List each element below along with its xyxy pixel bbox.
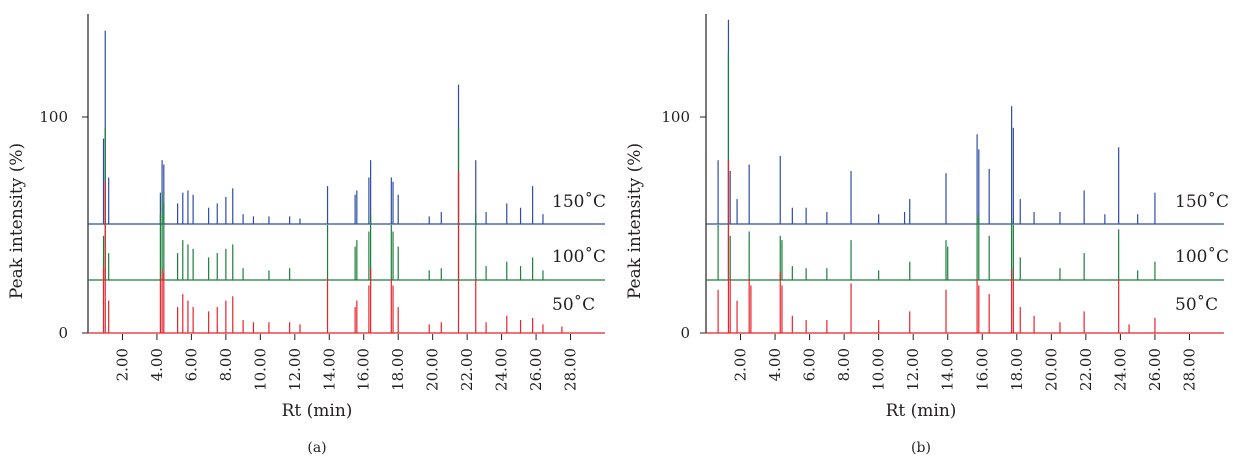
x-tick-label: 12.00: [286, 348, 304, 391]
x-tick-label: 20.00: [424, 348, 442, 391]
series-label: 100˚C: [1175, 247, 1229, 267]
x-tick-label: 10.00: [251, 348, 269, 391]
x-tick-label: 24.00: [1111, 348, 1129, 391]
chart-panel-b: 0 100 2.00 4.00 6.00 8.00 10.00 12.00 14.00 16.00…: [625, 14, 1229, 456]
y-tick-label: 100: [661, 108, 690, 126]
y-tick-label: 0: [680, 324, 690, 342]
x-tick-label: 6.00: [182, 348, 200, 381]
x-tick-label: 4.00: [766, 348, 784, 381]
x-tick-label: 18.00: [389, 348, 407, 391]
series-label: 100˚C: [552, 247, 606, 267]
x-tick-label: 24.00: [493, 348, 511, 391]
x-tick-label: 22.00: [458, 348, 476, 391]
x-tick-label: 16.00: [973, 348, 991, 391]
series-150c: 150˚C: [88, 30, 606, 225]
y-tick-label: 100: [39, 108, 68, 126]
x-axis-title: Rt (min): [886, 401, 957, 421]
series-label: 150˚C: [552, 192, 606, 212]
panel-label: (b): [911, 440, 931, 456]
series-50c: 50˚C: [706, 160, 1224, 334]
x-tick-label: 10.00: [870, 348, 888, 391]
x-tick-label: 28.00: [1180, 348, 1198, 391]
x-tick-label: 8.00: [217, 348, 235, 381]
x-tick-label: 20.00: [1042, 348, 1060, 391]
series-label: 50˚C: [552, 295, 595, 315]
series-label: 50˚C: [1175, 295, 1218, 315]
series-label: 150˚C: [1175, 192, 1229, 212]
x-tick-label: 14.00: [320, 348, 338, 391]
panel-label: (a): [307, 440, 326, 456]
x-tick-label: 22.00: [1077, 348, 1095, 391]
x-tick-label: 18.00: [1008, 348, 1026, 391]
x-axis-title: Rt (min): [282, 401, 353, 421]
x-tick-label: 26.00: [527, 348, 545, 391]
series-50c: 50˚C: [88, 171, 605, 334]
series-100c: 100˚C: [706, 52, 1229, 281]
x-tick-label: 6.00: [801, 348, 819, 381]
x-tick-label: 14.00: [939, 348, 957, 391]
series-100c: 100˚C: [88, 127, 606, 281]
x-tick-label: 4.00: [148, 348, 166, 381]
y-axis-title: Peak intensity (%): [625, 143, 645, 299]
x-tick-label: 2.00: [113, 348, 131, 381]
x-tick-label: 12.00: [904, 348, 922, 391]
series-150c: 150˚C: [706, 19, 1229, 225]
x-tick-label: 16.00: [355, 348, 373, 391]
x-tick-label: 26.00: [1146, 348, 1164, 391]
x-tick-label: 2.00: [732, 348, 750, 381]
y-tick-label: 0: [58, 324, 68, 342]
x-tick-label: 8.00: [835, 348, 853, 381]
x-tick-label: 28.00: [562, 348, 580, 391]
chart-panel-a: 0 100 2.00 4.00 6.00 8.00 10.00 12.00 14.00 16.00…: [7, 14, 606, 456]
y-axis-title: Peak intensity (%): [7, 143, 27, 299]
